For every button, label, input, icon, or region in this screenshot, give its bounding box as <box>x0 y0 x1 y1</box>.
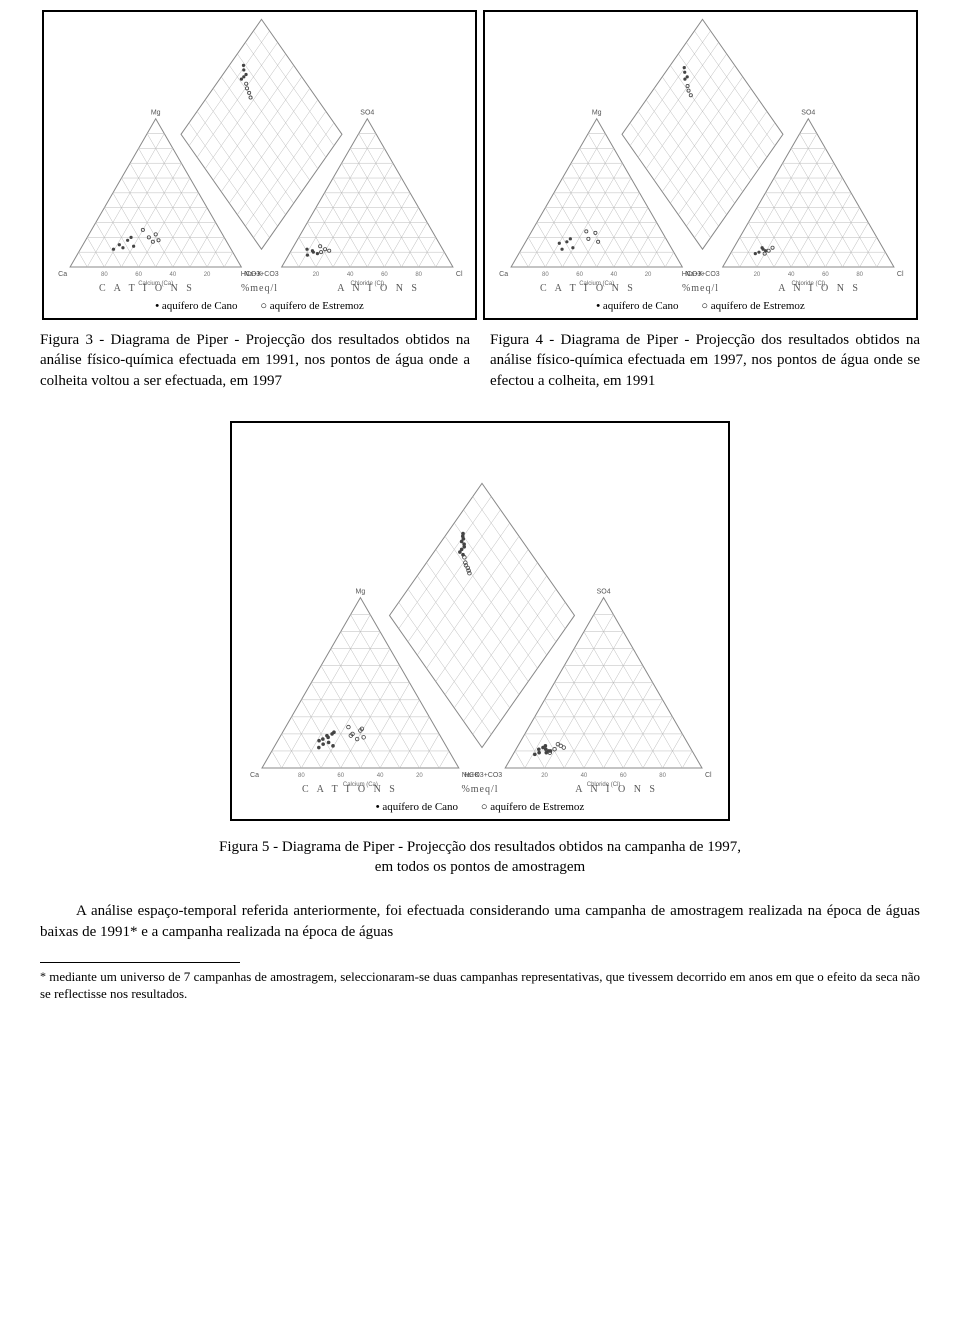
svg-text:80: 80 <box>659 773 666 779</box>
svg-text:SO4: SO4 <box>360 110 374 117</box>
svg-text:20: 20 <box>416 773 423 779</box>
svg-text:60: 60 <box>620 773 627 779</box>
fig5-caption-line2: em todos os pontos de amostragem <box>375 859 585 875</box>
svg-text:60: 60 <box>822 272 829 278</box>
fig3-legend-open: aquífero de Estremoz <box>270 300 364 312</box>
figure-3-box: 2020404060608080CaNa+KMgHCO3+CO3ClSO4Cal… <box>42 10 477 320</box>
figure-3-caption: Figura 3 - Diagrama de Piper - Projecção… <box>40 330 470 391</box>
svg-text:80: 80 <box>298 773 305 779</box>
fig3-unit-label: %meq/l <box>44 283 475 294</box>
figure-4-box: 2020404060608080CaNa+KMgHCO3+CO3ClSO4Cal… <box>483 10 918 320</box>
open-circle-icon: ○ <box>481 801 488 813</box>
svg-text:40: 40 <box>169 272 176 278</box>
svg-text:40: 40 <box>347 272 354 278</box>
svg-text:40: 40 <box>377 773 384 779</box>
fig5-unit-label: %meq/l <box>232 784 728 795</box>
footnote-separator <box>40 962 240 963</box>
fig4-legend-solid: aquífero de Cano <box>603 300 679 312</box>
fig3-legend-solid: aquífero de Cano <box>162 300 238 312</box>
svg-text:SO4: SO4 <box>597 588 611 595</box>
figure-5-box: 2020404060608080CaNa+KMgHCO3+CO3ClSO4Cal… <box>230 421 730 821</box>
svg-text:60: 60 <box>381 272 388 278</box>
svg-text:80: 80 <box>101 272 108 278</box>
svg-text:20: 20 <box>754 272 761 278</box>
svg-text:Ca: Ca <box>250 772 259 779</box>
open-circle-icon: ○ <box>260 300 267 312</box>
svg-text:40: 40 <box>581 773 588 779</box>
svg-text:80: 80 <box>542 272 549 278</box>
open-circle-icon: ○ <box>701 300 708 312</box>
center-figure-wrap: 2020404060608080CaNa+KMgHCO3+CO3ClSO4Cal… <box>40 421 920 821</box>
svg-text:60: 60 <box>576 272 583 278</box>
svg-text:80: 80 <box>415 272 422 278</box>
svg-text:Mg: Mg <box>356 588 366 595</box>
svg-text:Mg: Mg <box>592 110 602 117</box>
fig5-legend-solid: aquífero de Cano <box>382 801 458 813</box>
piper-diagram-fig5: 2020404060608080CaNa+KMgHCO3+CO3ClSO4Cal… <box>232 423 732 823</box>
solid-dot-icon: • <box>155 300 159 312</box>
figure-4-caption: Figura 4 - Diagrama de Piper - Projecção… <box>490 330 920 391</box>
fig5-legend: • aquífero de Cano ○ aquífero de Estremo… <box>232 801 728 813</box>
figure-5-caption: Figura 5 - Diagrama de Piper - Projecção… <box>40 837 920 878</box>
svg-text:Ca: Ca <box>58 271 67 278</box>
svg-text:40: 40 <box>788 272 795 278</box>
svg-text:Cl: Cl <box>897 271 904 278</box>
svg-text:20: 20 <box>645 272 652 278</box>
top-figure-row: 2020404060608080CaNa+KMgHCO3+CO3ClSO4Cal… <box>40 10 920 320</box>
piper-diagram-fig3: 2020404060608080CaNa+KMgHCO3+CO3ClSO4Cal… <box>44 12 479 322</box>
fig4-legend: • aquífero de Cano ○ aquífero de Estremo… <box>485 300 916 312</box>
svg-text:Ca: Ca <box>499 271 508 278</box>
svg-text:60: 60 <box>337 773 344 779</box>
caption-row-34: Figura 3 - Diagrama de Piper - Projecção… <box>40 330 920 391</box>
body-paragraph-1: A análise espaço-temporal referida anter… <box>40 901 920 942</box>
solid-dot-icon: • <box>376 801 380 813</box>
svg-text:20: 20 <box>541 773 548 779</box>
svg-text:HCO3+CO3: HCO3+CO3 <box>241 271 279 278</box>
footnote-body: mediante um universo de 7 campanhas de a… <box>40 969 920 1001</box>
svg-text:60: 60 <box>135 272 142 278</box>
svg-text:HCO3+CO3: HCO3+CO3 <box>464 772 502 779</box>
svg-text:20: 20 <box>204 272 211 278</box>
solid-dot-icon: • <box>596 300 600 312</box>
svg-text:20: 20 <box>313 272 320 278</box>
fig4-legend-open: aquífero de Estremoz <box>711 300 805 312</box>
fig5-legend-open: aquífero de Estremoz <box>490 801 584 813</box>
footnote-text: * mediante um universo de 7 campanhas de… <box>40 969 920 1003</box>
svg-text:Mg: Mg <box>151 110 161 117</box>
fig4-unit-label: %meq/l <box>485 283 916 294</box>
svg-text:40: 40 <box>610 272 617 278</box>
svg-text:Cl: Cl <box>705 772 712 779</box>
piper-diagram-fig4: 2020404060608080CaNa+KMgHCO3+CO3ClSO4Cal… <box>485 12 920 322</box>
svg-text:SO4: SO4 <box>801 110 815 117</box>
fig5-caption-line1: Figura 5 - Diagrama de Piper - Projecção… <box>219 839 741 855</box>
svg-text:80: 80 <box>856 272 863 278</box>
svg-text:Cl: Cl <box>456 271 463 278</box>
svg-text:HCO3+CO3: HCO3+CO3 <box>682 271 720 278</box>
fig3-legend: • aquífero de Cano ○ aquífero de Estremo… <box>44 300 475 312</box>
